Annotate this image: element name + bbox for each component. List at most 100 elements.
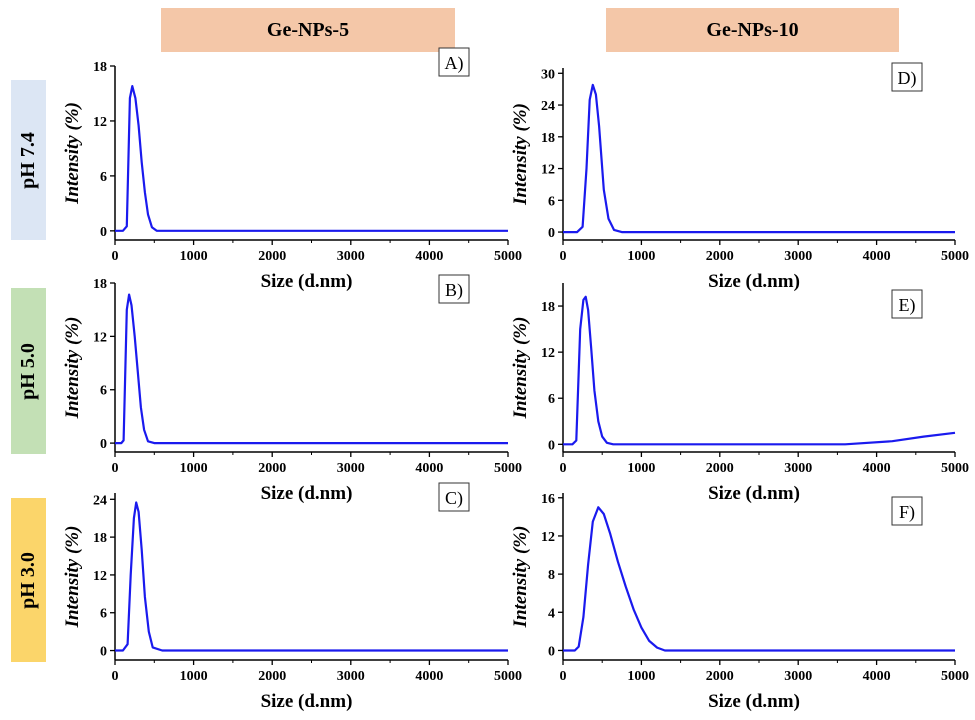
x-tick-label: 1000 (627, 461, 655, 476)
series-line (115, 84, 508, 232)
panel-label-box (438, 274, 470, 304)
y-tick-label: 18 (541, 300, 555, 315)
row-label-ph-7-4: pH 7.4 (11, 80, 46, 240)
x-tick-label: 3000 (784, 669, 812, 684)
panel-label: C) (445, 488, 463, 509)
y-tick-label: 12 (541, 163, 555, 178)
x-tick-label: 5000 (941, 249, 969, 264)
series-line (115, 293, 508, 445)
x-axis-label: Size (d.nm) (261, 271, 353, 292)
x-tick-label: 4000 (863, 461, 891, 476)
panel-label-box (438, 482, 470, 512)
x-tick-label: 2000 (258, 249, 286, 264)
x-tick-label: 2000 (258, 669, 286, 684)
x-axis-label: Size (d.nm) (708, 271, 800, 292)
chart-panel: 0 1000 2000 3000 4000 5000 0 6 12 18 Size (d.nm) In… (62, 274, 522, 504)
y-tick-label: 0 (100, 225, 107, 240)
x-tick-label: 0 (112, 461, 119, 476)
y-tick-label: 18 (541, 131, 555, 146)
y-tick-label: 16 (541, 492, 555, 507)
chart-panel: 0 1000 2000 3000 4000 5000 0 4 8 12 16 Size (d.nm) I… (510, 492, 969, 712)
y-tick-label: 12 (541, 346, 555, 361)
chart-panel: 0 1000 2000 3000 4000 5000 0 6 12 18 24 Size (d.nm)… (62, 482, 522, 712)
x-tick-label: 1000 (180, 461, 208, 476)
x-tick-label: 1000 (180, 249, 208, 264)
y-tick-label: 0 (548, 226, 555, 241)
y-tick-label: 12 (93, 115, 107, 130)
y-tick-label: 6 (100, 607, 107, 622)
column-header-ge-nps-5: Ge-NPs-5 (161, 8, 455, 52)
x-axis-label: Size (d.nm) (708, 691, 800, 712)
y-tick-label: 6 (548, 392, 555, 407)
y-axis-label: Intensity (%) (510, 526, 531, 629)
x-tick-label: 5000 (494, 669, 522, 684)
row-label-ph-5-0: pH 5.0 (11, 288, 46, 454)
x-tick-label: 4000 (415, 249, 443, 264)
x-tick-label: 4000 (863, 249, 891, 264)
x-tick-label: 4000 (415, 461, 443, 476)
x-tick-label: 1000 (180, 669, 208, 684)
series-line (115, 501, 508, 652)
y-tick-label: 6 (548, 194, 555, 209)
x-tick-label: 3000 (337, 249, 365, 264)
y-tick-label: 0 (100, 645, 107, 660)
y-tick-label: 24 (93, 493, 107, 508)
x-tick-label: 3000 (784, 249, 812, 264)
y-tick-label: 18 (93, 277, 107, 292)
x-tick-label: 4000 (863, 669, 891, 684)
chart-panel: 0 1000 2000 3000 4000 5000 0 6 12 18 24 30 Size (d.n… (510, 62, 969, 292)
y-tick-label: 0 (548, 438, 555, 453)
panel-label-box (438, 47, 470, 77)
row-label-ph-3-0: pH 3.0 (11, 498, 46, 662)
x-tick-label: 1000 (627, 249, 655, 264)
x-tick-label: 2000 (706, 461, 734, 476)
panel-label: F) (899, 502, 915, 523)
column-header-ge-nps-10: Ge-NPs-10 (606, 8, 899, 52)
panel-label: E) (899, 295, 916, 316)
x-axis-label: Size (d.nm) (708, 483, 800, 504)
x-tick-label: 5000 (941, 669, 969, 684)
y-tick-label: 0 (548, 644, 555, 659)
x-tick-label: 5000 (494, 461, 522, 476)
x-tick-label: 3000 (337, 461, 365, 476)
y-axis-label: Intensity (%) (62, 102, 83, 205)
x-tick-label: 0 (560, 249, 567, 264)
x-tick-label: 0 (560, 461, 567, 476)
y-axis-label: Intensity (%) (510, 317, 531, 420)
panel-label: D) (898, 68, 917, 89)
y-tick-label: 18 (93, 531, 107, 546)
y-tick-label: 12 (93, 569, 107, 584)
x-tick-label: 2000 (706, 249, 734, 264)
y-tick-label: 8 (548, 568, 555, 583)
series-line (563, 506, 955, 652)
x-tick-label: 0 (560, 669, 567, 684)
x-tick-label: 2000 (258, 461, 286, 476)
y-axis-label: Intensity (%) (510, 103, 531, 206)
x-tick-label: 3000 (784, 461, 812, 476)
x-tick-label: 2000 (706, 669, 734, 684)
series-line (563, 295, 956, 446)
panel-label: B) (445, 280, 463, 301)
x-tick-label: 1000 (627, 669, 655, 684)
y-tick-label: 30 (541, 67, 555, 82)
y-tick-label: 24 (541, 99, 555, 114)
series-line (563, 83, 955, 234)
y-axis-label: Intensity (%) (62, 317, 83, 420)
x-tick-label: 3000 (337, 669, 365, 684)
chart-panel: 0 1000 2000 3000 4000 5000 0 6 12 18 Size (d.nm) In… (510, 283, 969, 504)
y-tick-label: 12 (93, 330, 107, 345)
y-tick-label: 6 (100, 170, 107, 185)
y-tick-label: 12 (541, 530, 555, 545)
x-tick-label: 0 (112, 669, 119, 684)
panel-label: A) (445, 53, 464, 74)
chart-panel: 0 1000 2000 3000 4000 5000 0 6 12 18 Size (d.nm) In… (62, 47, 522, 292)
x-axis-label: Size (d.nm) (261, 691, 353, 712)
x-tick-label: 0 (112, 249, 119, 264)
panel-label-box (891, 496, 923, 526)
panel-label-box (891, 289, 923, 319)
x-tick-label: 4000 (415, 669, 443, 684)
x-tick-label: 5000 (494, 249, 522, 264)
y-tick-label: 6 (100, 384, 107, 399)
x-axis-label: Size (d.nm) (261, 483, 353, 504)
